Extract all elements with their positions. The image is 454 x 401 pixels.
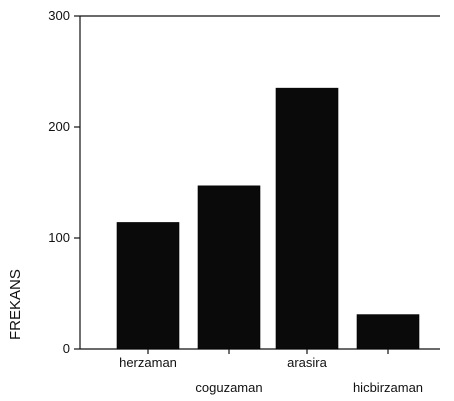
y-axis-title: FREKANS xyxy=(7,269,24,340)
bar-herzaman xyxy=(116,222,180,350)
x-tick-label-hicbirzaman: hicbirzaman xyxy=(353,380,423,395)
x-tick-label-herzaman: herzaman xyxy=(119,355,177,370)
bar-coguzaman xyxy=(197,185,261,350)
x-axis-ticks: herzaman coguzaman arasira hicbirzaman xyxy=(119,349,423,395)
bars-group xyxy=(116,87,420,350)
y-tick-label: 100 xyxy=(48,230,70,245)
bar-hicbirzaman xyxy=(356,314,420,350)
bar-arasira xyxy=(275,87,339,350)
y-tick-label: 200 xyxy=(48,119,70,134)
y-axis-ticks: 0 100 200 300 xyxy=(48,8,80,356)
x-tick-label-coguzaman: coguzaman xyxy=(195,380,262,395)
x-tick-label-arasira: arasira xyxy=(287,355,328,370)
y-tick-label: 300 xyxy=(48,8,70,23)
y-tick-label: 0 xyxy=(63,341,70,356)
